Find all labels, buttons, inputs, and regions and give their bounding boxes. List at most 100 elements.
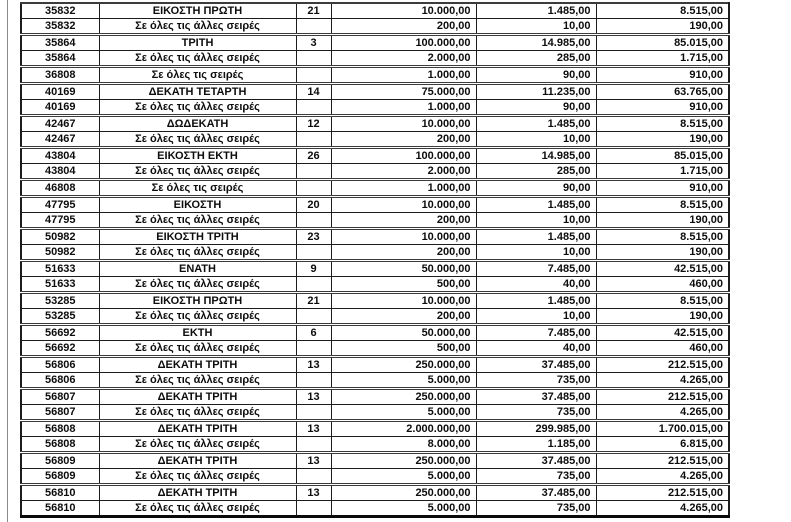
table-row: 56692 Σε όλες τις άλλες σειρές 500,00 40… bbox=[20, 340, 730, 357]
series-number-cell bbox=[295, 99, 332, 116]
net-amount-cell: 1.715,00 bbox=[595, 163, 730, 180]
code-cell: 51633 bbox=[20, 259, 100, 277]
series-name-cell: ΔΕΚΑΤΗ ΤΕΤΑΡΤΗ bbox=[98, 82, 297, 100]
series-number-cell: 9 bbox=[295, 259, 332, 277]
series-name-cell: Σε όλες τις άλλες σειρές bbox=[98, 404, 297, 421]
net-amount-cell: 212.515,00 bbox=[595, 355, 730, 373]
tax-amount-cell: 299.985,00 bbox=[475, 419, 597, 437]
table-row: 56808 Σε όλες τις άλλες σειρές 8.000,00 … bbox=[20, 436, 730, 453]
tax-amount-cell: 14.985,00 bbox=[475, 146, 597, 164]
series-name-cell: ΕΙΚΟΣΤΗ ΠΡΩΤΗ bbox=[98, 2, 297, 19]
series-number-cell bbox=[295, 308, 332, 325]
table-row: 35832 ΕΙΚΟΣΤΗ ΠΡΩΤΗ 21 10.000,00 1.485,0… bbox=[20, 2, 730, 19]
prize-table: 35832 ΕΙΚΟΣΤΗ ΠΡΩΤΗ 21 10.000,00 1.485,0… bbox=[20, 2, 730, 518]
tax-amount-cell: 1.485,00 bbox=[475, 195, 597, 213]
series-number-cell: 23 bbox=[295, 227, 332, 245]
series-name-cell: Σε όλες τις άλλες σειρές bbox=[98, 340, 297, 357]
series-name-cell: Σε όλες τις άλλες σειρές bbox=[98, 276, 297, 293]
code-cell: 56807 bbox=[20, 387, 100, 405]
net-amount-cell: 212.515,00 bbox=[595, 483, 730, 501]
gross-amount-cell: 2.000.000,00 bbox=[330, 419, 477, 437]
code-cell: 50982 bbox=[20, 244, 100, 261]
table-row: 43804 Σε όλες τις άλλες σειρές 2.000,00 … bbox=[20, 163, 730, 180]
table-row: 51633 Σε όλες τις άλλες σειρές 500,00 40… bbox=[20, 276, 730, 293]
table-row: 51633 ΕΝΑΤΗ 9 50.000,00 7.485,00 42.515,… bbox=[20, 259, 730, 277]
gross-amount-cell: 500,00 bbox=[330, 340, 477, 357]
series-number-cell: 13 bbox=[295, 387, 332, 405]
table-row: 53285 Σε όλες τις άλλες σειρές 200,00 10… bbox=[20, 308, 730, 325]
series-number-cell: 14 bbox=[295, 82, 332, 100]
series-number-cell bbox=[295, 178, 332, 197]
series-name-cell: ΤΡΙΤΗ bbox=[98, 33, 297, 51]
series-name-cell: Σε όλες τις άλλες σειρές bbox=[98, 468, 297, 485]
code-cell: 46808 bbox=[20, 178, 100, 197]
gross-amount-cell: 100.000,00 bbox=[330, 146, 477, 164]
net-amount-cell: 42.515,00 bbox=[595, 323, 730, 341]
gross-amount-cell: 5.000,00 bbox=[330, 500, 477, 517]
series-number-cell bbox=[295, 18, 332, 35]
gross-amount-cell: 5.000,00 bbox=[330, 372, 477, 389]
net-amount-cell: 63.765,00 bbox=[595, 82, 730, 100]
net-amount-cell: 4.265,00 bbox=[595, 468, 730, 485]
code-cell: 47795 bbox=[20, 212, 100, 229]
gross-amount-cell: 1.000,00 bbox=[330, 178, 477, 197]
code-cell: 56810 bbox=[20, 483, 100, 501]
gross-amount-cell: 1.000,00 bbox=[330, 99, 477, 116]
series-name-cell: ΕΙΚΟΣΤΗ ΕΚΤΗ bbox=[98, 146, 297, 164]
net-amount-cell: 910,00 bbox=[595, 99, 730, 116]
series-number-cell: 21 bbox=[295, 291, 332, 309]
series-name-cell: Σε όλες τις άλλες σειρές bbox=[98, 500, 297, 517]
gross-amount-cell: 50.000,00 bbox=[330, 259, 477, 277]
net-amount-cell: 190,00 bbox=[595, 131, 730, 148]
series-number-cell bbox=[295, 131, 332, 148]
gross-amount-cell: 200,00 bbox=[330, 131, 477, 148]
series-name-cell: ΕΝΑΤΗ bbox=[98, 259, 297, 277]
net-amount-cell: 190,00 bbox=[595, 18, 730, 35]
gross-amount-cell: 2.000,00 bbox=[330, 50, 477, 67]
code-cell: 47795 bbox=[20, 195, 100, 213]
tax-amount-cell: 1.485,00 bbox=[475, 227, 597, 245]
net-amount-cell: 4.265,00 bbox=[595, 404, 730, 421]
series-number-cell bbox=[295, 372, 332, 389]
table-row: 50982 ΕΙΚΟΣΤΗ ΤΡΙΤΗ 23 10.000,00 1.485,0… bbox=[20, 227, 730, 245]
tax-amount-cell: 1.485,00 bbox=[475, 114, 597, 132]
prize-table-body: 35832 ΕΙΚΟΣΤΗ ΠΡΩΤΗ 21 10.000,00 1.485,0… bbox=[20, 2, 730, 517]
net-amount-cell: 8.515,00 bbox=[595, 291, 730, 309]
net-amount-cell: 190,00 bbox=[595, 244, 730, 261]
net-amount-cell: 85.015,00 bbox=[595, 33, 730, 51]
gross-amount-cell: 250.000,00 bbox=[330, 483, 477, 501]
net-amount-cell: 460,00 bbox=[595, 276, 730, 293]
tax-amount-cell: 10,00 bbox=[475, 244, 597, 261]
tax-amount-cell: 40,00 bbox=[475, 276, 597, 293]
net-amount-cell: 910,00 bbox=[595, 65, 730, 84]
series-name-cell: ΕΙΚΟΣΤΗ ΤΡΙΤΗ bbox=[98, 227, 297, 245]
tax-amount-cell: 11.235,00 bbox=[475, 82, 597, 100]
net-amount-cell: 1.715,00 bbox=[595, 50, 730, 67]
table-row: 40169 Σε όλες τις άλλες σειρές 1.000,00 … bbox=[20, 99, 730, 116]
table-row: 35832 Σε όλες τις άλλες σειρές 200,00 10… bbox=[20, 18, 730, 35]
code-cell: 56807 bbox=[20, 404, 100, 421]
series-name-cell: ΔΕΚΑΤΗ ΤΡΙΤΗ bbox=[98, 387, 297, 405]
table-row: 47795 ΕΙΚΟΣΤΗ 20 10.000,00 1.485,00 8.51… bbox=[20, 195, 730, 213]
tax-amount-cell: 37.485,00 bbox=[475, 483, 597, 501]
gross-amount-cell: 100.000,00 bbox=[330, 33, 477, 51]
page-margin-line bbox=[7, 0, 8, 522]
table-row: 36808 Σε όλες τις σειρές 1.000,00 90,00 … bbox=[20, 65, 730, 84]
code-cell: 56806 bbox=[20, 372, 100, 389]
tax-amount-cell: 7.485,00 bbox=[475, 323, 597, 341]
code-cell: 56809 bbox=[20, 468, 100, 485]
series-number-cell: 13 bbox=[295, 355, 332, 373]
series-number-cell bbox=[295, 50, 332, 67]
series-name-cell: Σε όλες τις άλλες σειρές bbox=[98, 436, 297, 453]
gross-amount-cell: 200,00 bbox=[330, 18, 477, 35]
code-cell: 56808 bbox=[20, 419, 100, 437]
table-row: 56692 ΕΚΤΗ 6 50.000,00 7.485,00 42.515,0… bbox=[20, 323, 730, 341]
series-number-cell: 20 bbox=[295, 195, 332, 213]
tax-amount-cell: 10,00 bbox=[475, 308, 597, 325]
net-amount-cell: 6.815,00 bbox=[595, 436, 730, 453]
series-name-cell: ΕΙΚΟΣΤΗ ΠΡΩΤΗ bbox=[98, 291, 297, 309]
net-amount-cell: 85.015,00 bbox=[595, 146, 730, 164]
series-number-cell: 6 bbox=[295, 323, 332, 341]
code-cell: 56806 bbox=[20, 355, 100, 373]
series-number-cell bbox=[295, 276, 332, 293]
